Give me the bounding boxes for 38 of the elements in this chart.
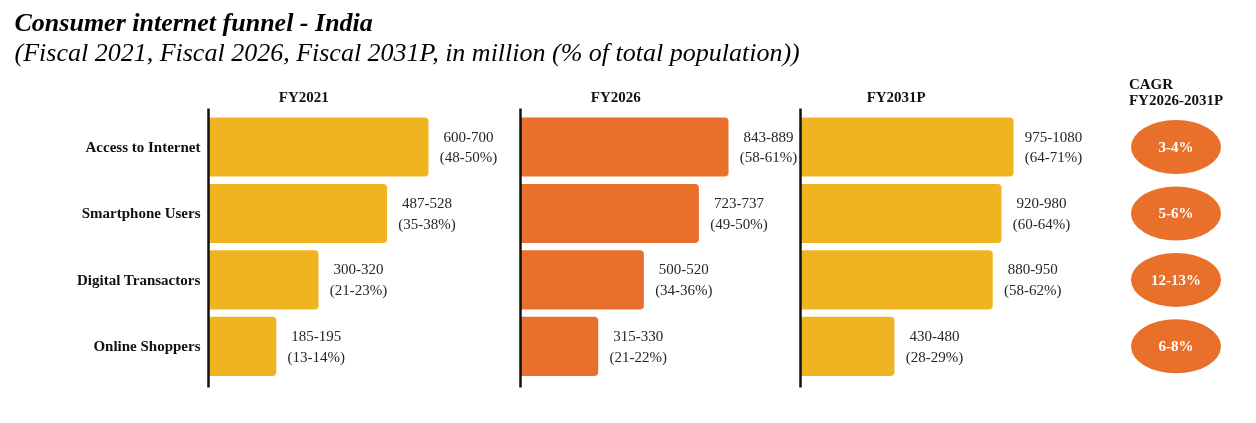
text: (Fiscal 2021, Fiscal 2026, Fiscal 2031P, in million (% of total population)) — [14, 38, 800, 67]
data-label: 880-950 (58-62%) — [1004, 261, 1062, 300]
y-tick-label: Access to Internet — [85, 139, 201, 156]
chart-title: FY2031P — [866, 88, 926, 105]
data-label: 600-700 (48-50%) — [439, 128, 498, 167]
y-tick-label: Digital Transactors — [77, 271, 201, 288]
bar — [208, 250, 319, 310]
bar — [800, 250, 993, 310]
data-label: 430-480 (28-29%) — [905, 327, 964, 366]
bar — [208, 183, 388, 244]
text: 3-4% — [1158, 139, 1194, 156]
chart-title: FY2026 — [590, 88, 642, 105]
text: CAGR FY2026-2031P — [1128, 76, 1224, 108]
bar — [208, 316, 277, 376]
data-label: 500-520 (34-36%) — [655, 261, 713, 300]
bar — [208, 117, 429, 177]
data-label: 975-1080 (64-71%) — [1024, 128, 1083, 167]
data-label: 315-330 (21-22%) — [609, 327, 667, 366]
bar — [800, 316, 895, 376]
text: Consumer internet funnel - India — [14, 8, 373, 37]
chart-title: FY2021 — [278, 88, 329, 105]
bar — [800, 117, 1014, 177]
data-label: 300-320 (21-23%) — [329, 261, 388, 300]
text: 12-13% — [1151, 271, 1201, 288]
text: 6-8% — [1158, 338, 1194, 355]
data-label: 185-195 (13-14%) — [287, 327, 346, 366]
data-label: 843-889 (58-61%) — [739, 128, 798, 167]
data-label: 920-980 (60-64%) — [1012, 195, 1071, 233]
y-tick-label: Smartphone Users — [81, 205, 201, 222]
bar — [800, 183, 1002, 244]
y-tick-label: Online Shoppers — [93, 338, 201, 355]
bar — [520, 117, 729, 177]
data-label: 487-528 (35-38%) — [398, 195, 456, 233]
bar — [520, 250, 644, 310]
data-label: 723-737 (49-50%) — [710, 195, 768, 233]
bar — [520, 316, 599, 376]
text: 5-6% — [1158, 205, 1194, 222]
bar — [520, 183, 699, 244]
